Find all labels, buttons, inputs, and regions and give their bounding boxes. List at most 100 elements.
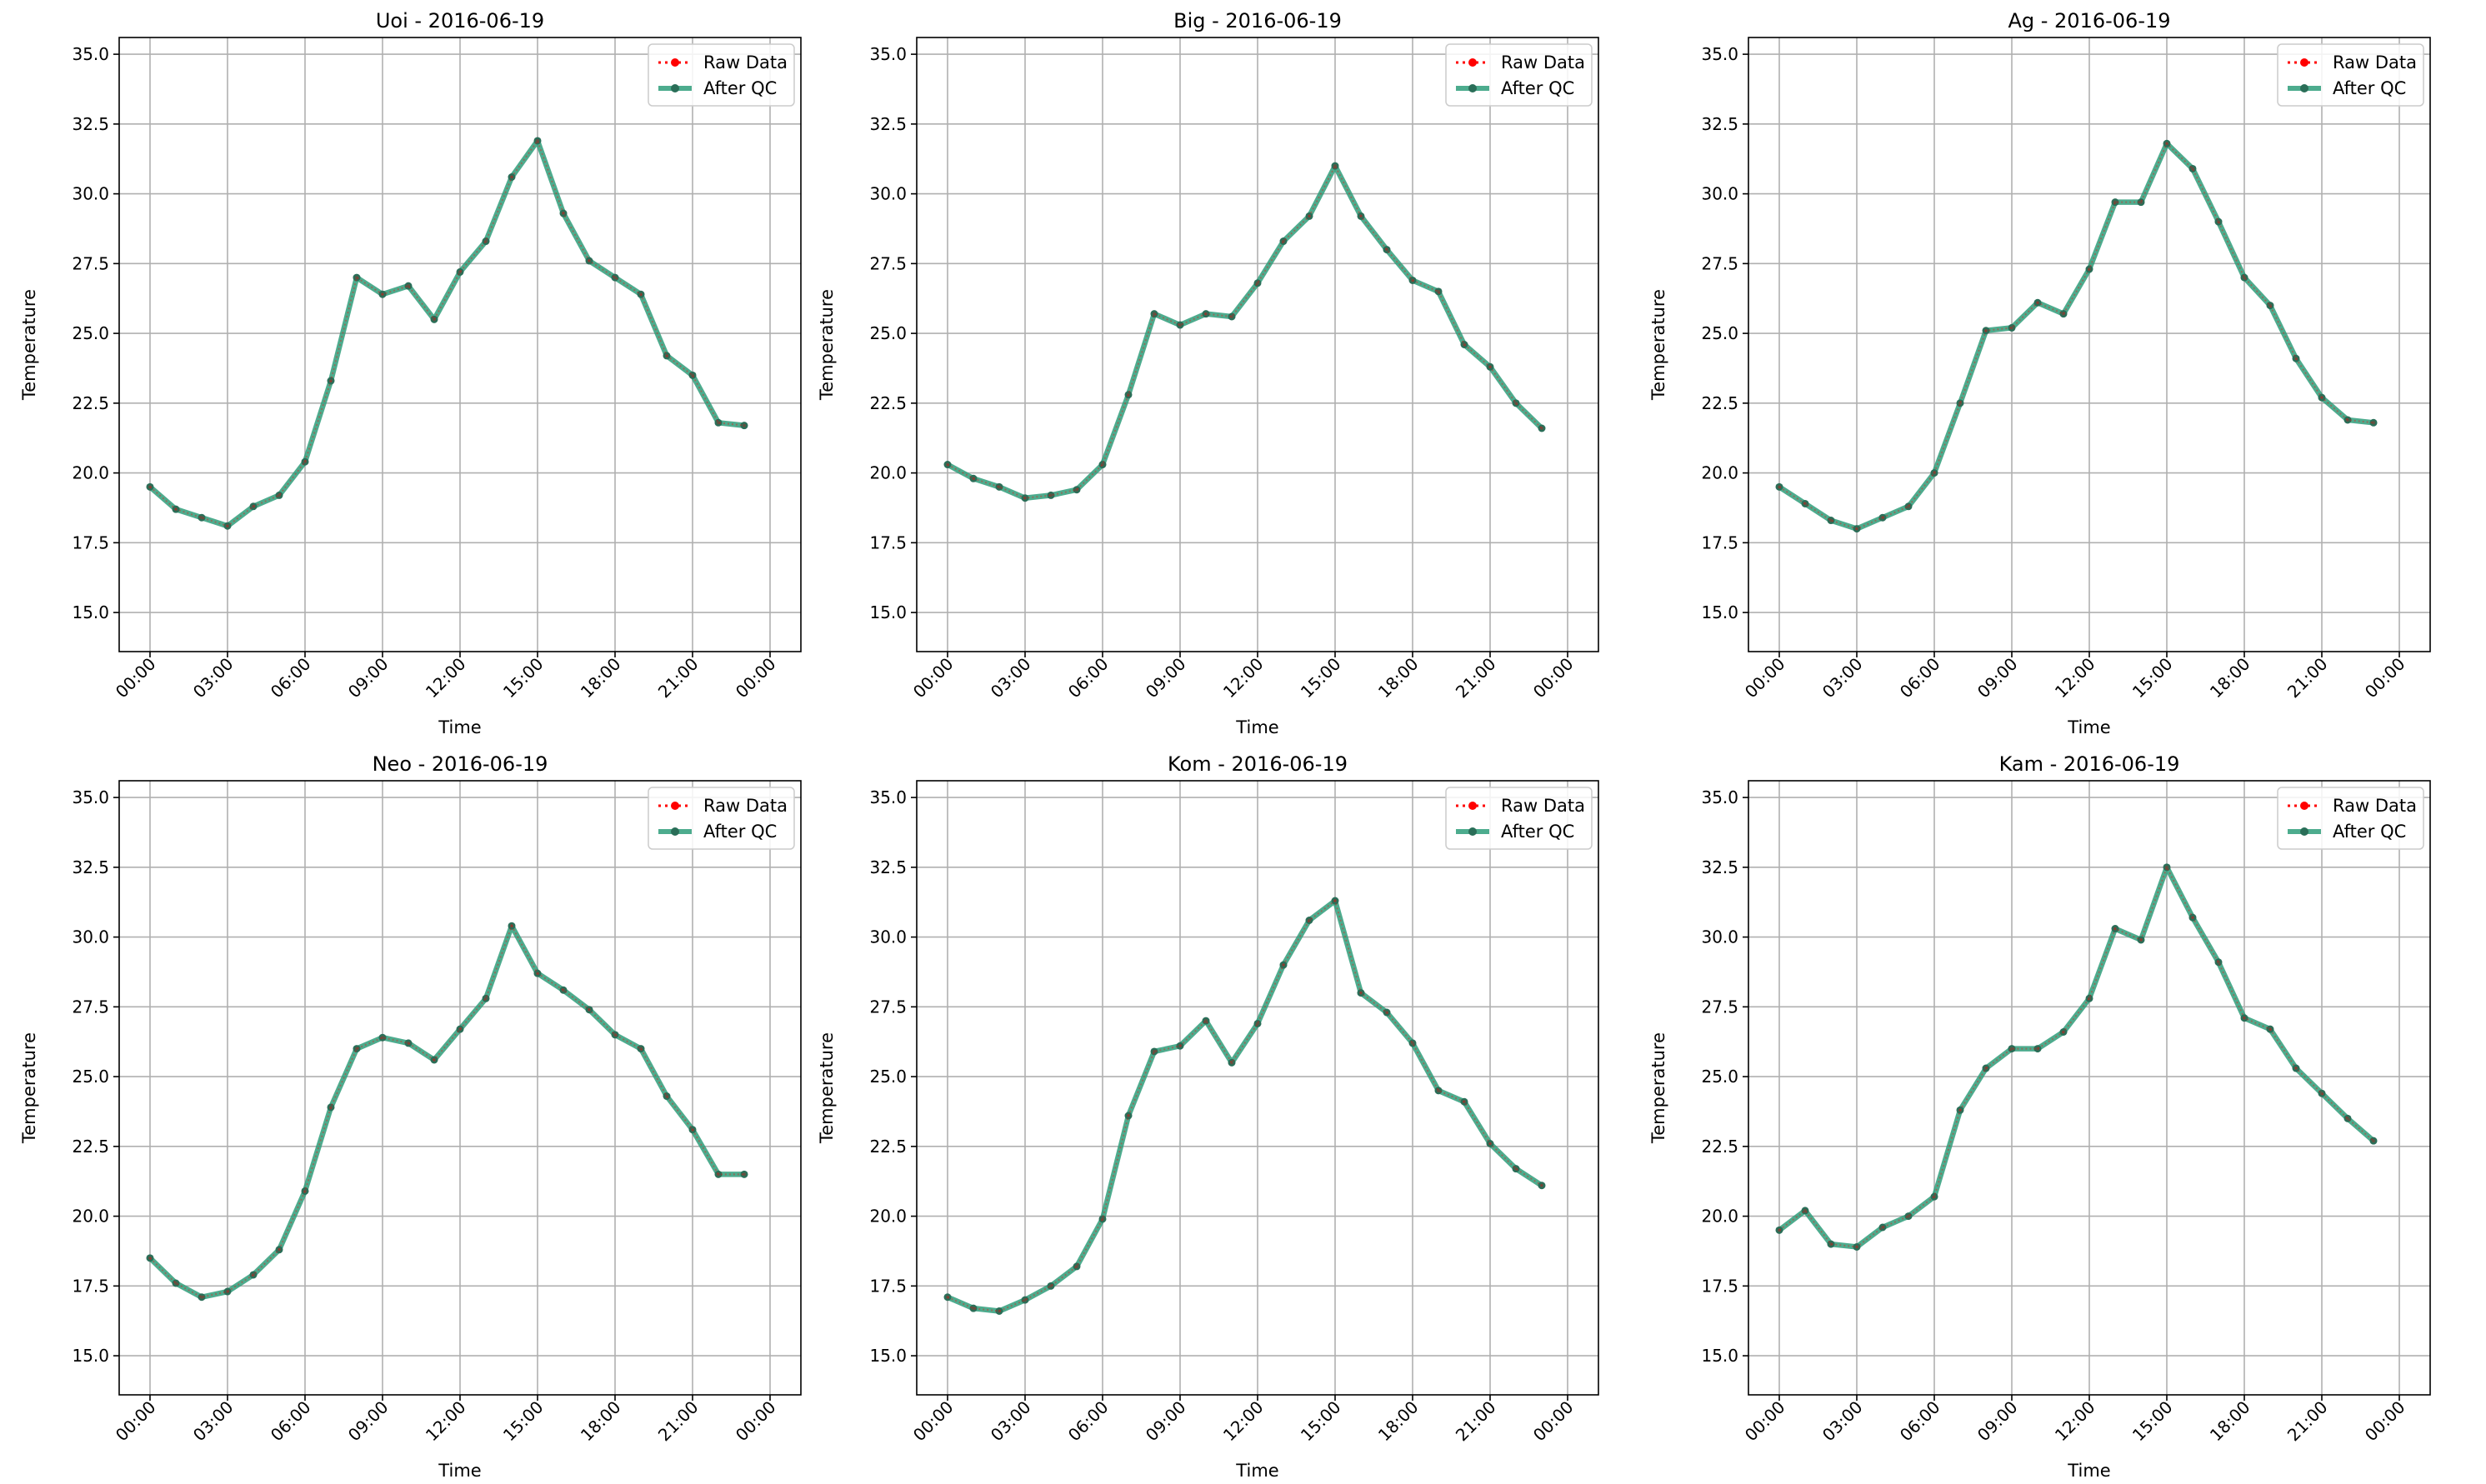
raw-data-point (998, 485, 1001, 489)
raw-data-point (433, 1058, 436, 1062)
after-qc-point (2163, 863, 2171, 872)
after-qc-point (275, 491, 283, 499)
legend-raw-label: Raw Data (1501, 796, 1585, 816)
raw-data-point (946, 1295, 949, 1299)
raw-data-point (2346, 1117, 2349, 1121)
x-tick-label: 12:00 (422, 1397, 470, 1446)
raw-data-point (536, 138, 539, 142)
raw-data-point (1907, 504, 1910, 508)
y-tick-label: 17.5 (869, 1276, 907, 1296)
x-tick-label: 06:00 (1896, 654, 1944, 702)
after-qc-point (1853, 1242, 1861, 1251)
subplot-5: 15.0 17.5 20.0 22.5 25.0 27.5 30.0 32.5 35.0 00:0… (1648, 752, 2431, 1481)
legend-qc-marker (1468, 827, 1477, 836)
after-qc-point (2137, 198, 2145, 207)
after-qc-point (223, 522, 232, 530)
raw-data-point (998, 1309, 1001, 1313)
after-qc-point (1434, 1087, 1443, 1095)
after-qc-point (2033, 1045, 2042, 1053)
after-qc-point (1202, 310, 1210, 318)
x-tick-label: 12:00 (1219, 1397, 1268, 1446)
y-axis-label: Temperature (19, 1032, 39, 1144)
raw-data-point (1101, 462, 1104, 467)
raw-data-point (1204, 312, 1208, 316)
raw-data-point (1411, 1041, 1414, 1045)
after-qc-point (2240, 273, 2248, 282)
raw-data-point (329, 379, 333, 383)
after-qc-point (1538, 1182, 1546, 1190)
after-qc-point (2240, 1014, 2248, 1022)
raw-data-point (2372, 421, 2375, 425)
raw-data-point (2113, 200, 2117, 204)
x-tick-label: 03:00 (1818, 1397, 1867, 1446)
raw-data-point (355, 276, 358, 280)
subplot-title: Neo - 2016-06-19 (373, 752, 548, 776)
after-qc-point (198, 1293, 206, 1302)
raw-data-point (972, 1307, 975, 1311)
after-qc-point (482, 994, 490, 1002)
raw-data-point (972, 477, 975, 481)
y-tick-label: 32.5 (869, 857, 907, 877)
y-tick-label: 27.5 (869, 253, 907, 273)
after-qc-point (1827, 517, 1835, 525)
y-tick-label: 15.0 (869, 602, 907, 622)
after-qc-point (1253, 1019, 1262, 1027)
x-tick-label: 06:00 (1896, 1397, 1944, 1446)
after-qc-point (1956, 399, 1964, 407)
subplot-title: Kam - 2016-06-19 (1999, 752, 2180, 776)
raw-data-point (2243, 1016, 2246, 1020)
after-qc-point (585, 257, 593, 265)
after-qc-line (1778, 864, 2376, 1250)
raw-data-point (1023, 496, 1027, 500)
after-qc-point (1047, 491, 1055, 499)
raw-data-point (174, 1282, 178, 1285)
axes-frame (1748, 37, 2431, 652)
after-qc-point (714, 1170, 723, 1178)
raw-data-point (510, 924, 513, 928)
legend-raw-marker (2300, 58, 2308, 67)
x-tick-label: 00:00 (909, 654, 958, 702)
after-qc-point (740, 422, 748, 430)
raw-data-line (1778, 865, 2374, 1248)
raw-data-point (1230, 1061, 1233, 1065)
raw-data-point (588, 259, 591, 262)
legend: Raw Data After QC (1445, 787, 1593, 850)
raw-data-point (1282, 963, 1285, 967)
x-tick-label: 00:00 (1529, 654, 1578, 702)
y-tick-label: 35.0 (72, 44, 109, 64)
y-tick-label: 30.0 (72, 927, 109, 947)
raw-data-point (665, 353, 668, 357)
legend: Raw Data After QC (648, 787, 795, 850)
after-qc-point (482, 237, 490, 246)
raw-data-point (148, 485, 152, 489)
after-qc-point (1878, 1223, 1887, 1232)
raw-data-point (1907, 1214, 1910, 1218)
after-qc-line (148, 137, 745, 529)
raw-data-point (303, 1189, 307, 1193)
raw-data-point (1514, 1167, 1518, 1171)
after-qc-point (430, 1056, 438, 1064)
raw-data-point (2113, 927, 2117, 931)
y-tick-label: 27.5 (72, 253, 109, 273)
raw-data-point (2217, 960, 2220, 964)
x-tick-label: 18:00 (1374, 1397, 1423, 1446)
raw-data-point (1778, 1228, 1781, 1232)
after-qc-point (2111, 925, 2119, 933)
after-qc-point (969, 1304, 978, 1312)
raw-data-point (1778, 485, 1781, 489)
after-qc-line (946, 897, 1543, 1314)
raw-data-point (1463, 1100, 1466, 1104)
after-qc-point (1512, 399, 1520, 407)
after-qc-point (2214, 958, 2223, 967)
raw-data-point (2294, 1067, 2298, 1071)
y-tick-label: 27.5 (1701, 253, 1738, 273)
y-tick-label: 20.0 (1701, 1207, 1738, 1227)
legend-raw-label: Raw Data (2333, 52, 2417, 72)
raw-data-point (1881, 516, 1884, 520)
raw-data-point (639, 1047, 643, 1051)
after-qc-point (1331, 897, 1339, 905)
x-tick-label: 18:00 (577, 654, 625, 702)
x-tick-label: 00:00 (2361, 654, 2409, 702)
legend-raw-marker (2300, 802, 2308, 810)
legend-raw-label: Raw Data (2333, 796, 2417, 816)
